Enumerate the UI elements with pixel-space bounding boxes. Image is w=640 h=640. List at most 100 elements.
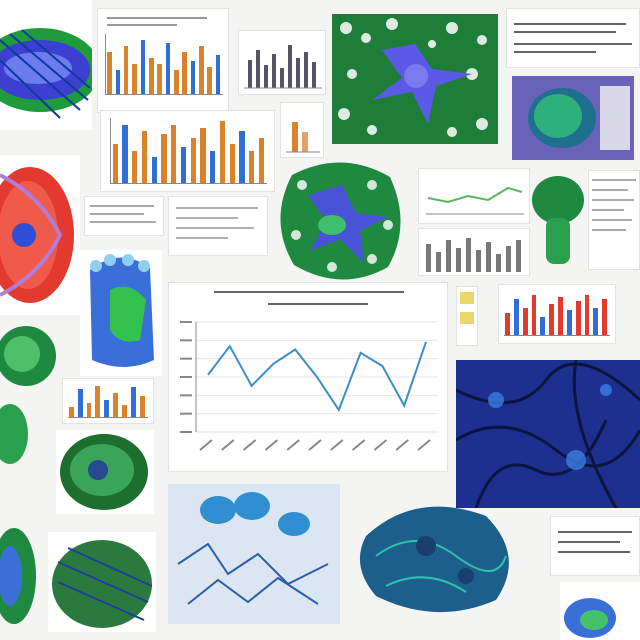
yellow-note-panel	[456, 286, 478, 346]
x-tick-scribble	[330, 439, 344, 451]
green-cell-illustration-right	[512, 76, 634, 160]
bar	[540, 317, 546, 335]
bar	[77, 389, 83, 417]
bar	[139, 396, 145, 417]
bar	[182, 52, 187, 94]
blue-cell-bottom-right	[560, 582, 640, 640]
bar	[531, 294, 537, 335]
bar	[207, 67, 213, 94]
x-tick-scribble	[351, 439, 366, 451]
bar	[505, 312, 510, 335]
bar	[113, 392, 119, 417]
bar	[151, 157, 157, 183]
bar	[190, 61, 196, 94]
gray-bar-thumbnail	[418, 228, 530, 276]
x-tick-scribble	[286, 439, 300, 451]
orange-mini-chart	[280, 102, 324, 158]
chart-title-scribble	[214, 291, 404, 305]
bar	[522, 308, 528, 335]
series-line	[207, 341, 427, 413]
bar-chart-thumbnail-left	[62, 378, 154, 424]
bar	[180, 147, 187, 183]
bar	[68, 406, 74, 417]
line-chart-thumbnail-right	[418, 168, 530, 224]
bar	[249, 150, 255, 183]
bar	[131, 387, 136, 417]
x-tick-scribble	[242, 439, 257, 451]
bar	[199, 46, 204, 94]
bar	[140, 40, 146, 94]
bar	[558, 296, 563, 335]
scribble-text	[107, 17, 207, 26]
green-cell-left-small	[0, 400, 28, 470]
red-cell-cross-section	[0, 155, 80, 315]
central-line-chart	[168, 282, 448, 472]
bar	[132, 150, 138, 183]
bar-chart-thumbnail-mid	[100, 110, 275, 192]
bar	[513, 299, 519, 335]
bar-chart-thumbnail-top	[97, 8, 229, 113]
text-snippet-left	[84, 196, 164, 236]
bar	[95, 385, 101, 417]
bar-chart-plot	[105, 34, 223, 95]
mini-bar-thumbnail	[238, 30, 326, 95]
bar	[210, 150, 216, 183]
x-tick-scribble	[199, 439, 213, 451]
bar	[141, 131, 148, 183]
bar	[239, 131, 245, 183]
bar-chart-plot	[504, 290, 610, 336]
x-tick-scribble	[395, 439, 409, 451]
bar	[161, 134, 167, 183]
bar	[602, 299, 608, 335]
bar	[157, 64, 162, 94]
leaf-cell-illustration	[0, 0, 92, 130]
x-tick-scribble	[373, 439, 388, 451]
blue-cell-micrograph	[168, 484, 340, 624]
bar	[174, 70, 179, 94]
teal-tissue-illustration	[356, 496, 522, 620]
cell-cluster-illustration-top	[332, 14, 498, 144]
green-mushroom-cell	[530, 170, 586, 270]
bar	[171, 124, 177, 183]
bar	[148, 58, 154, 94]
bar	[132, 64, 137, 94]
green-cell-illustration-lower	[56, 430, 154, 514]
bar-chart-plot	[110, 118, 267, 184]
red-bar-thumbnail	[498, 284, 616, 344]
green-blob-left	[0, 320, 64, 390]
bar	[123, 46, 129, 94]
x-tick-scribble	[417, 439, 431, 451]
bar	[549, 303, 555, 335]
bar	[575, 301, 581, 335]
bar-chart-plot	[68, 382, 148, 418]
bar	[584, 294, 590, 335]
bottom-right-label-panel	[550, 516, 640, 576]
text-snippet-center	[168, 196, 268, 256]
bar	[229, 144, 235, 183]
bar	[122, 124, 128, 183]
x-tick-scribble	[221, 439, 235, 451]
bar	[165, 43, 171, 94]
bar	[86, 403, 92, 417]
bar	[593, 308, 599, 335]
striped-cell-bottom-left	[48, 532, 156, 632]
text-snippet-right	[588, 170, 640, 270]
bar	[107, 52, 112, 94]
top-right-label-panel	[506, 8, 640, 68]
bar	[190, 137, 196, 183]
bar	[115, 70, 121, 94]
bar	[215, 55, 221, 94]
bar	[122, 404, 127, 417]
cell-cluster-illustration-center	[272, 155, 410, 285]
x-tick-scribble	[308, 439, 322, 451]
blue-tissue-sculpture	[80, 250, 162, 376]
bar	[104, 399, 110, 417]
x-tick-scribble	[264, 439, 279, 451]
bar	[112, 144, 118, 183]
bar	[566, 310, 572, 335]
navy-network-panel	[456, 360, 640, 508]
green-cell-bottom-left	[0, 516, 36, 640]
bar	[219, 121, 226, 183]
bar	[258, 137, 265, 183]
line-chart-plot	[180, 321, 438, 451]
